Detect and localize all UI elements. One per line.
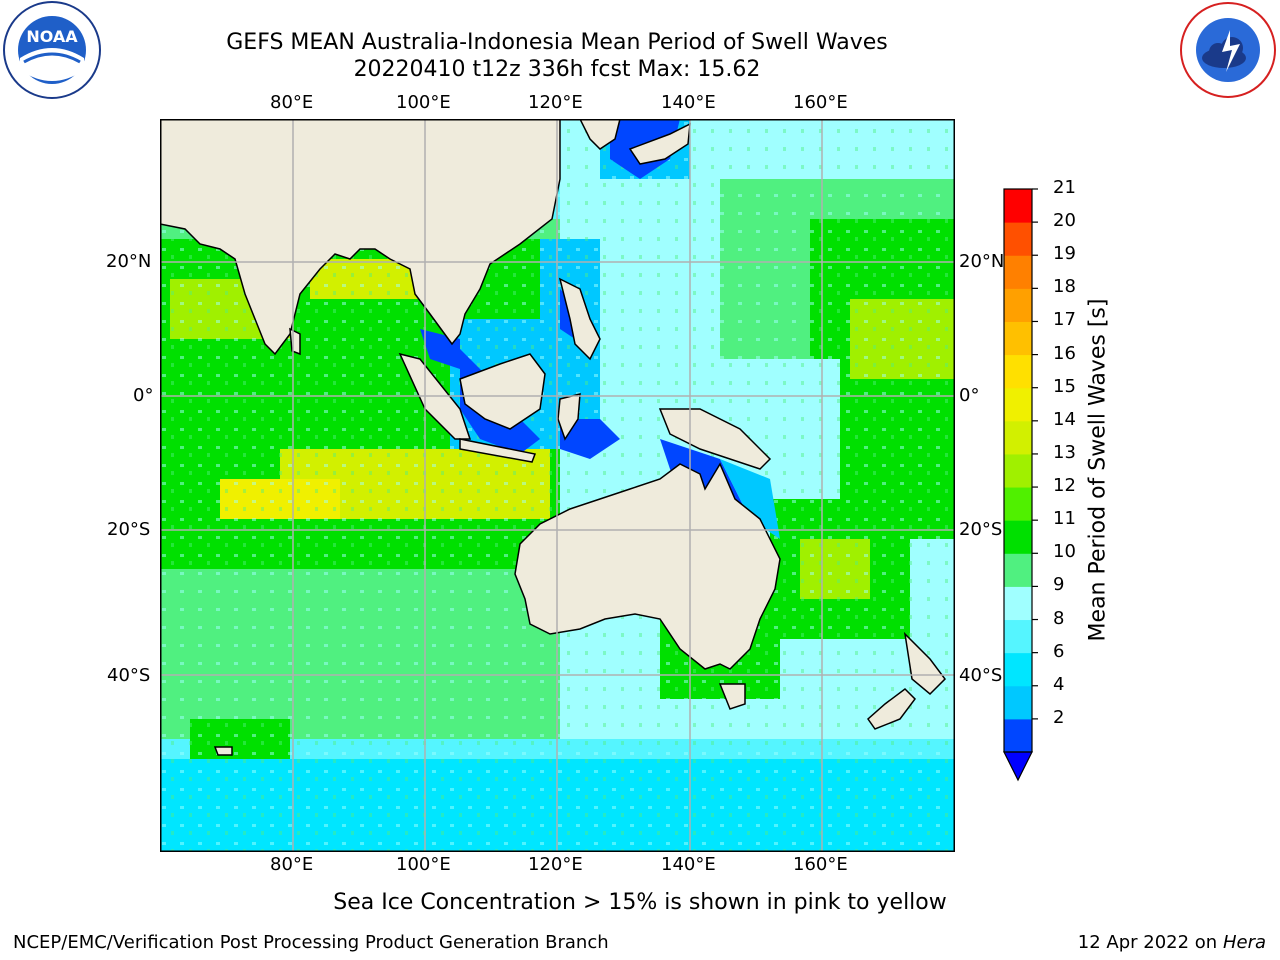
colorbar-tick-label: 21 — [1053, 177, 1076, 198]
lon-label-top-80e: 80°E — [270, 92, 314, 113]
colorbar-segment — [1004, 619, 1032, 654]
colorbar-segment — [1004, 288, 1032, 322]
lat-label-left-20n: 20°N — [106, 251, 152, 272]
colorbar-segment — [1004, 652, 1032, 687]
colorbar-segment — [1004, 255, 1032, 289]
chart-subtitle: 20220410 t12z 336h fcst Max: 15.62 — [353, 57, 761, 82]
colorbar-tick-label: 6 — [1053, 640, 1065, 662]
lon-label-top-140e: 140°E — [661, 92, 716, 113]
colorbar-tick-label: 15 — [1053, 375, 1076, 397]
graticule — [160, 119, 955, 852]
lon-label-bottom-80e: 80°E — [270, 854, 314, 875]
lat-label-right-40s: 40°S — [959, 665, 1003, 686]
colorbar-tick-label: 20 — [1053, 210, 1076, 232]
lat-label-right-20s: 20°S — [959, 519, 1003, 540]
colorbar-tick-label: 8 — [1053, 607, 1065, 629]
colorbar-segment — [1004, 718, 1032, 753]
footer-credit: NCEP/EMC/Verification Post Processing Pr… — [13, 932, 609, 953]
colorbar-frame — [1003, 188, 1033, 753]
colorbar-tick-label: 12 — [1053, 475, 1076, 497]
colorbar-tick-label: 14 — [1053, 408, 1076, 430]
colorbar-tick-label: 10 — [1053, 541, 1076, 563]
noaa-logo: NOAA — [2, 0, 102, 100]
nws-logo — [1178, 0, 1278, 100]
colorbar-label: Mean Period of Swell Waves [s] — [1085, 298, 1111, 642]
lat-label-left-20s: 20°S — [107, 519, 151, 540]
colorbar-segment — [1004, 387, 1032, 422]
sea-ice-caption: Sea Ice Concentration > 15% is shown in … — [333, 890, 947, 915]
lat-label-right-20n: 20°N — [959, 251, 1005, 272]
colorbar-tick-label: 4 — [1053, 673, 1065, 695]
map-panel — [160, 119, 955, 852]
colorbar-tick-label: 9 — [1053, 574, 1065, 596]
colorbar — [1003, 188, 1038, 782]
lon-label-top-100e: 100°E — [396, 92, 451, 113]
lon-label-bottom-100e: 100°E — [396, 854, 451, 875]
colorbar-tick-label: 2 — [1053, 706, 1065, 728]
lon-label-top-160e: 160°E — [793, 92, 848, 113]
colorbar-segment — [1004, 354, 1032, 389]
lon-label-bottom-160e: 160°E — [793, 854, 848, 875]
map-frame — [160, 119, 955, 852]
lon-label-bottom-140e: 140°E — [661, 854, 716, 875]
colorbar-segment — [1004, 420, 1032, 455]
lon-label-bottom-120e: 120°E — [528, 854, 583, 875]
colorbar-segment — [1004, 189, 1032, 223]
colorbar-segment — [1004, 520, 1032, 554]
chart-title: GEFS MEAN Australia-Indonesia Mean Perio… — [226, 30, 888, 55]
lat-label-left-40s: 40°S — [107, 665, 151, 686]
footer-date: 12 Apr 2022 on Hera — [1077, 932, 1266, 953]
colorbar-tick-label: 18 — [1053, 276, 1076, 298]
colorbar-tick-label: 17 — [1053, 309, 1076, 331]
colorbar-segment — [1004, 487, 1032, 521]
colorbar-segment — [1004, 222, 1032, 256]
colorbar-segment — [1004, 685, 1032, 720]
colorbar-tick-label: 13 — [1053, 441, 1076, 463]
colorbar-tick-label: 16 — [1053, 342, 1076, 364]
colorbar-tick-label: 11 — [1053, 508, 1076, 530]
colorbar-extend-arrow — [1003, 751, 1033, 782]
colorbar-segment — [1004, 453, 1032, 488]
svg-text:NOAA: NOAA — [26, 27, 78, 46]
lat-label-left-0: 0° — [133, 385, 154, 406]
landmasses — [160, 119, 946, 756]
colorbar-tick-label: 19 — [1053, 243, 1076, 265]
colorbar-segment — [1004, 553, 1032, 587]
lon-label-top-120e: 120°E — [528, 92, 583, 113]
colorbar-segment — [1004, 586, 1032, 621]
lat-label-right-0: 0° — [959, 385, 980, 406]
colorbar-segment — [1004, 321, 1032, 356]
